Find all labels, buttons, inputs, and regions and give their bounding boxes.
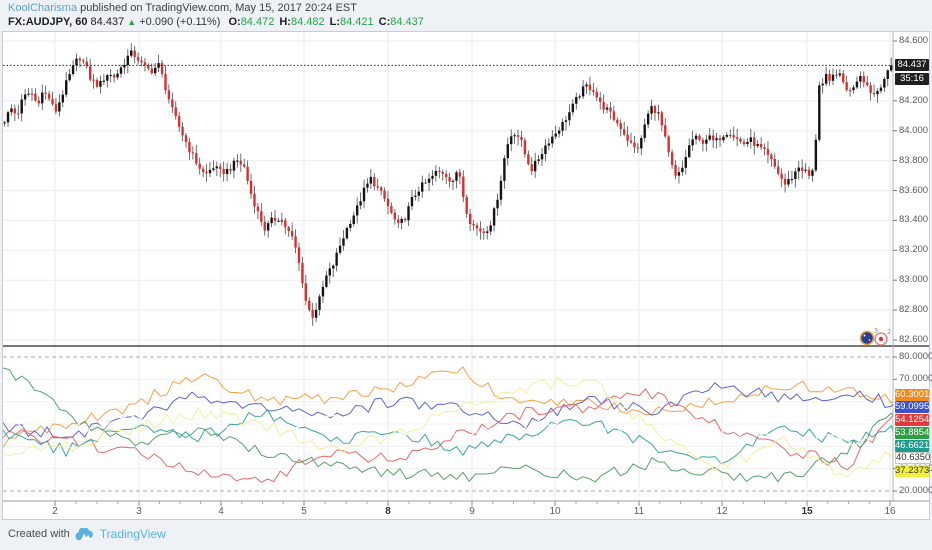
- bar-countdown-badge: 35:16: [895, 73, 929, 86]
- last-price: 84.437: [90, 16, 125, 28]
- axis-label: 83.600: [899, 184, 929, 196]
- indicator-value-badge-green: 53.8854: [895, 426, 930, 439]
- tradingview-brand-link[interactable]: TradingView: [99, 527, 166, 541]
- svg-text:3: 3: [874, 328, 878, 335]
- svg-text:2: 2: [887, 329, 891, 336]
- indicator-value-badge-red: 54.1254: [895, 414, 930, 427]
- up-arrow-icon: ▲: [127, 17, 137, 27]
- time-axis-label: 8: [385, 506, 391, 517]
- time-axis-label: 4: [218, 506, 224, 517]
- ohlc-value: 84.437: [390, 16, 424, 28]
- time-axis-label: 5: [301, 506, 307, 517]
- tradingview-logo-icon[interactable]: [75, 527, 95, 541]
- axis-label: 80.0000: [899, 351, 932, 362]
- time-axis-label: 15: [801, 506, 813, 517]
- indicator-value-badge-orange: 60.3001: [895, 388, 930, 401]
- last-price-badge: 84.437: [895, 59, 929, 72]
- footer: Created with TradingView: [8, 527, 166, 541]
- publish-line: KoolCharisma published on TradingView.co…: [8, 2, 424, 15]
- axis-label: 82.800: [899, 304, 929, 316]
- indicator-value-badge-yellow: 37.2373: [895, 464, 930, 477]
- time-axis-label: 10: [549, 506, 561, 517]
- axis-label: 83.800: [899, 154, 929, 166]
- axis-label: 84.600: [899, 35, 929, 46]
- ohlc-value: 84.421: [340, 16, 374, 28]
- ohlc-label: O:: [228, 16, 241, 28]
- axis-label: 83.200: [899, 244, 929, 256]
- indicator-value-badge-teal: 46.6621: [895, 439, 930, 452]
- published-text: published on TradingView.com, May 15, 20…: [80, 2, 357, 14]
- time-axis-label: 12: [716, 506, 728, 517]
- ohlc-value: 84.482: [290, 16, 325, 28]
- axis-label: 84.000: [899, 124, 929, 136]
- axis-label: 20.0000: [899, 485, 932, 496]
- time-axis-label: 9: [469, 506, 475, 517]
- time-axis-label: 11: [633, 506, 645, 517]
- axis-label: 70.0000: [899, 373, 932, 385]
- time-axis-label: 16: [884, 506, 896, 517]
- author-link[interactable]: KoolCharisma: [8, 2, 78, 14]
- symbol-title: FX:AUDJPY, 60: [8, 16, 88, 28]
- created-with-text: Created with: [8, 528, 70, 540]
- time-axis-label: 2: [52, 506, 58, 517]
- ohlc-label: L:: [329, 16, 340, 28]
- indicator-value-badge-blue: 59.0995: [895, 401, 930, 414]
- axis-label: 84.200: [899, 94, 929, 106]
- ohlc-readout: O:84.472 H:84.482 L:84.421 C:84.437: [223, 16, 423, 28]
- indicator-value-badge-white: 40.6350: [895, 452, 931, 465]
- axis-label: 83.400: [899, 214, 929, 226]
- symbol-line: FX:AUDJPY, 60 84.437 ▲ +0.090 (+0.11%) O…: [8, 16, 424, 29]
- price-change: +0.090 (+0.11%): [139, 16, 221, 28]
- chart-header: KoolCharisma published on TradingView.co…: [8, 2, 424, 29]
- ohlc-label: H:: [279, 16, 291, 28]
- time-axis-label: 3: [136, 506, 142, 517]
- ohlc-label: C:: [378, 16, 391, 28]
- axis-label: 82.600: [899, 334, 929, 345]
- axis-label: 83.000: [899, 274, 929, 286]
- ohlc-value: 84.472: [240, 16, 275, 28]
